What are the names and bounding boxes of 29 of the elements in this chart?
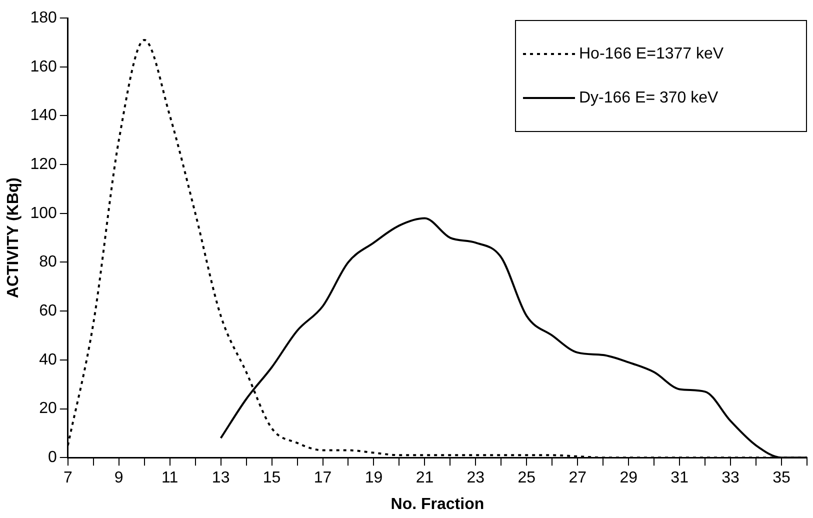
x-tick-label: 33	[722, 470, 740, 487]
x-tick-label: 15	[262, 470, 281, 487]
x-tick-label: 17	[314, 470, 332, 487]
x-tick-label: 35	[772, 470, 791, 487]
y-tick-label: 80	[39, 254, 57, 271]
legend-label: Ho-166 E=1377 keV	[579, 45, 724, 62]
x-tick-label: 13	[212, 470, 230, 487]
x-tick-label: 21	[416, 470, 434, 487]
y-axis-title: ACTIVITY (KBq)	[5, 178, 22, 298]
x-tick-label: 29	[620, 470, 638, 487]
y-tick-label: 40	[39, 351, 57, 368]
x-tick-label: 27	[568, 470, 587, 487]
x-axis-title: No. Fraction	[390, 496, 484, 513]
x-tick-label: 25	[518, 470, 536, 487]
x-tick-label: 11	[162, 470, 178, 487]
legend-label: Dy-166 E= 370 keV	[579, 89, 719, 106]
y-tick-label: 0	[48, 449, 57, 466]
x-tick-label: 9	[114, 470, 124, 487]
x-tick-label: 31	[670, 470, 689, 487]
y-tick-label: 180	[30, 9, 57, 26]
y-tick-label: 160	[30, 58, 57, 76]
x-tick-label: 23	[466, 470, 485, 487]
y-tick-label: 20	[39, 400, 57, 418]
y-tick-label: 120	[30, 156, 57, 173]
y-tick-label: 140	[30, 107, 57, 124]
y-tick-label: 100	[30, 204, 57, 222]
x-tick-label: 19	[364, 470, 383, 487]
x-tick-label: 7	[63, 470, 72, 487]
y-tick-label: 60	[39, 302, 57, 320]
